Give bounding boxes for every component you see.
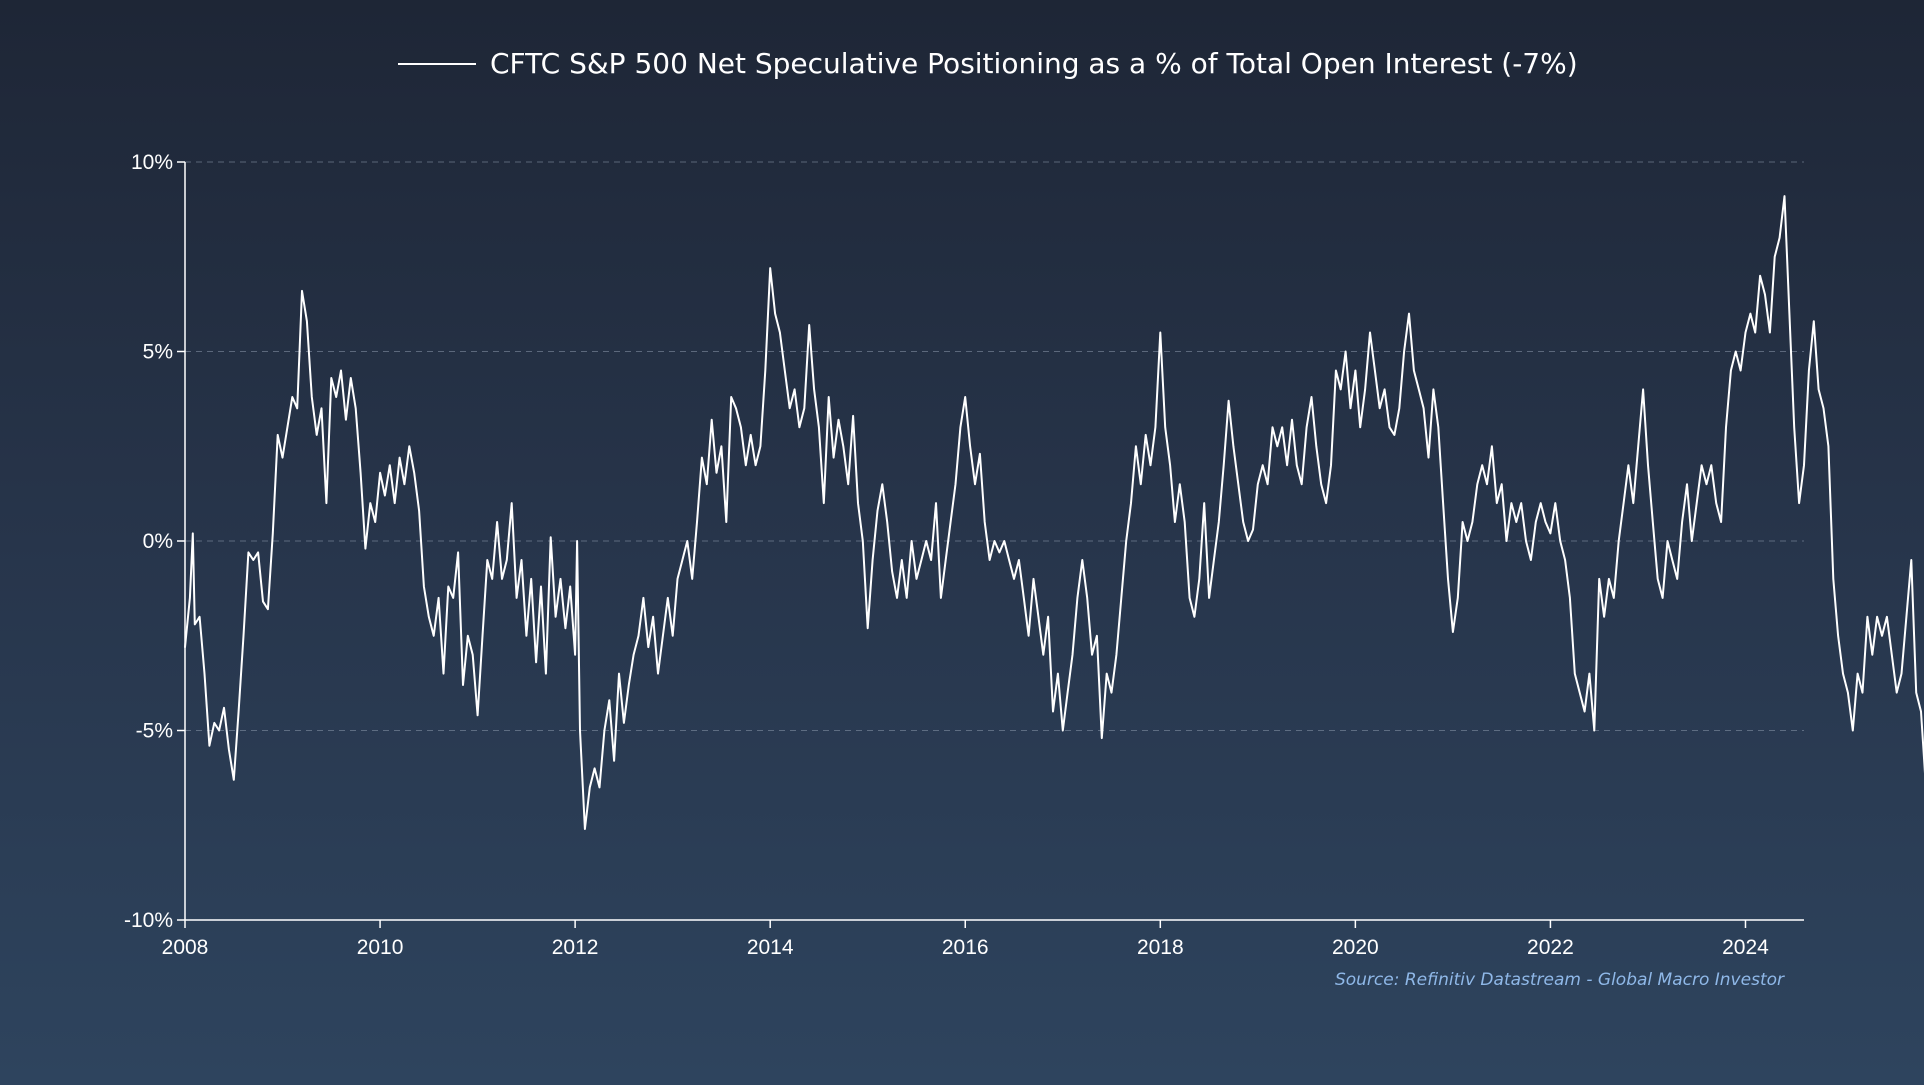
x-tick-label: 2010 xyxy=(357,936,404,959)
x-tick-label: 2024 xyxy=(1722,936,1769,959)
gridlines xyxy=(185,161,1804,731)
legend: CFTC S&P 500 Net Speculative Positioning… xyxy=(398,47,1578,80)
x-tick-label: 2012 xyxy=(552,936,599,959)
y-tick-label: 5% xyxy=(143,341,173,364)
x-tick-label: 2016 xyxy=(942,936,989,959)
x-tick-label: 2018 xyxy=(1137,936,1184,959)
x-tick-label: 2014 xyxy=(747,936,794,959)
legend-label: CFTC S&P 500 Net Speculative Positioning… xyxy=(490,47,1578,80)
series-layer xyxy=(184,195,1924,830)
x-tick-label: 2020 xyxy=(1332,936,1379,959)
tick-labels: -10% -5% 0% 5% 10% 2008 2010 2012 2014 2016 2018 20… xyxy=(124,151,1769,959)
y-tick-label: 0% xyxy=(143,530,173,553)
x-tick-label: 2022 xyxy=(1527,936,1574,959)
y-tick-label: -5% xyxy=(136,720,173,743)
series-line xyxy=(184,195,1924,830)
axes xyxy=(177,161,1804,928)
y-tick-label: -10% xyxy=(124,909,173,932)
x-tick-label: 2008 xyxy=(162,936,209,959)
y-tick-label: 10% xyxy=(131,151,173,174)
source-note: Source: Refinitiv Datastream - Global Ma… xyxy=(1335,970,1785,990)
